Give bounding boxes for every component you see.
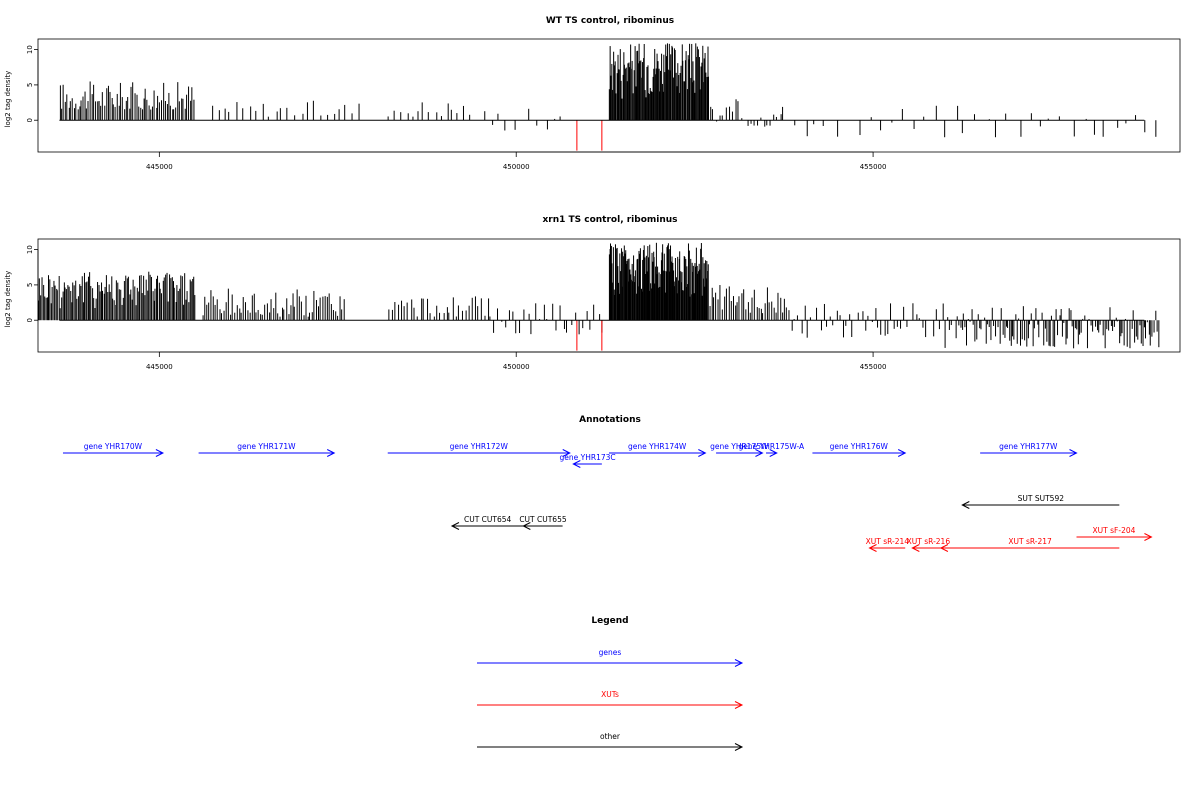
annotation-arrow-arrowhead bbox=[755, 449, 764, 457]
annotation-arrow-arrowhead bbox=[868, 544, 877, 552]
annotation-feature: gene YHR171W bbox=[198, 442, 336, 457]
annotation-arrow-arrowhead bbox=[522, 522, 531, 530]
annotation-label: gene YHR171W bbox=[237, 442, 296, 451]
annotation-label: gene YHR177W bbox=[999, 442, 1058, 451]
legend-panel: Legend genes XUTs other bbox=[477, 616, 744, 751]
annotation-label: CUT CUT655 bbox=[519, 515, 567, 524]
x-tick-label: 455000 bbox=[860, 163, 887, 171]
x-tick-label: 455000 bbox=[860, 363, 887, 371]
y-tick-label: 5 bbox=[26, 83, 34, 87]
annotation-label: SUT SUT592 bbox=[1018, 494, 1065, 503]
y-tick-label: 10 bbox=[26, 245, 34, 254]
annotation-arrow-arrowhead bbox=[155, 449, 165, 457]
wt-track-panel: WT TS control, ribominus 0 5 10 log2 tag d… bbox=[4, 16, 1181, 171]
legend-label: XUTs bbox=[601, 690, 619, 699]
wt-track-title: WT TS control, ribominus bbox=[546, 16, 674, 26]
annotation-feature: gene YHR175W-A bbox=[739, 442, 806, 457]
annotation-label: XUT sR-214 bbox=[866, 537, 910, 546]
annotation-feature: CUT CUT655 bbox=[519, 515, 567, 530]
annotation-label: gene YHR173C bbox=[560, 453, 616, 462]
x-tick-label: 450000 bbox=[503, 363, 530, 371]
annotation-label: gene YHR170W bbox=[84, 442, 143, 451]
annotation-feature: gene YHR177W bbox=[980, 442, 1078, 457]
annotations-title: Annotations bbox=[579, 415, 641, 425]
annotation-label: gene YHR172W bbox=[450, 442, 509, 451]
annotation-feature: gene YHR170W bbox=[62, 442, 165, 457]
annotation-arrow-arrowhead bbox=[961, 501, 970, 509]
legend-arrow-arrowhead bbox=[734, 701, 744, 709]
annotation-feature: XUT sF-204 bbox=[1076, 526, 1153, 541]
annotation-feature: XUT sR-216 bbox=[907, 537, 951, 552]
wt-y-axis-label: log2 tag density bbox=[4, 71, 12, 128]
annotation-feature: XUT sR-214 bbox=[866, 537, 910, 552]
annotation-label: CUT CUT654 bbox=[464, 515, 512, 524]
legend-items: genes XUTs other bbox=[477, 648, 744, 751]
annotation-label: XUT sR-216 bbox=[907, 537, 951, 546]
annotation-feature: SUT SUT592 bbox=[961, 494, 1120, 509]
annotation-arrow-arrowhead bbox=[450, 522, 460, 530]
annotation-feature: XUT sR-217 bbox=[939, 537, 1120, 552]
annotation-features: gene YHR170W gene YHR171W gene YHR172W gene… bbox=[62, 442, 1153, 552]
annotation-arrow-arrowhead bbox=[326, 449, 336, 457]
legend-arrow-arrowhead bbox=[734, 659, 744, 667]
x-tick-label: 450000 bbox=[503, 163, 530, 171]
xrn1-track-panel: xrn1 TS control, ribominus 0 5 10 log2 tag… bbox=[4, 215, 1181, 371]
annotation-label: gene YHR175W bbox=[710, 442, 769, 451]
wt-bars bbox=[59, 43, 1157, 138]
xrn1-x-axis: 445000 450000 455000 bbox=[146, 351, 887, 371]
annotation-label: XUT sR-217 bbox=[1008, 537, 1052, 546]
annotation-feature: gene YHR172W bbox=[387, 442, 571, 457]
xrn1-track-title: xrn1 TS control, ribominus bbox=[542, 215, 677, 225]
wt-y-axis: 0 5 10 bbox=[26, 45, 39, 122]
annotation-label: XUT sF-204 bbox=[1093, 526, 1136, 535]
legend-arrow-arrowhead bbox=[734, 743, 744, 751]
annotations-panel: Annotations gene YHR170W gene YHR171W gene… bbox=[62, 415, 1153, 552]
annotation-feature: gene YHR175W bbox=[710, 442, 769, 457]
xrn1-red-bars bbox=[576, 320, 603, 351]
annotation-arrow-arrowhead bbox=[698, 449, 707, 457]
x-tick-label: 445000 bbox=[146, 363, 173, 371]
annotation-arrow-arrowhead bbox=[769, 449, 778, 457]
annotation-arrow-arrowhead bbox=[911, 544, 920, 552]
xrn1-bars bbox=[38, 242, 1160, 349]
annotation-feature: gene YHR176W bbox=[812, 442, 907, 457]
annotation-arrow-arrowhead bbox=[897, 449, 907, 457]
xrn1-y-axis: 0 5 10 bbox=[26, 245, 39, 322]
wt-x-axis: 445000 450000 455000 bbox=[146, 151, 887, 171]
annotation-arrow-arrowhead bbox=[562, 449, 571, 457]
annotation-feature: gene YHR173C bbox=[560, 453, 616, 468]
y-tick-label: 0 bbox=[26, 318, 34, 322]
x-tick-label: 445000 bbox=[146, 163, 173, 171]
legend-item-other: other bbox=[477, 732, 744, 751]
annotation-arrow-arrowhead bbox=[572, 460, 581, 468]
annotation-feature: gene YHR174W bbox=[609, 442, 707, 457]
legend-title: Legend bbox=[591, 616, 628, 626]
legend-label: other bbox=[600, 732, 621, 741]
y-tick-label: 0 bbox=[26, 118, 34, 122]
annotation-arrow-arrowhead bbox=[939, 544, 949, 552]
annotation-feature: CUT CUT654 bbox=[450, 515, 524, 530]
legend-item-gene: genes bbox=[477, 648, 744, 667]
legend-label: genes bbox=[599, 648, 622, 657]
legend-item-xut: XUTs bbox=[477, 690, 744, 709]
y-tick-label: 5 bbox=[26, 283, 34, 287]
annotation-arrow-arrowhead bbox=[1069, 449, 1078, 457]
annotation-label: gene YHR174W bbox=[628, 442, 687, 451]
annotation-label: gene YHR175W-A bbox=[739, 442, 806, 451]
y-tick-label: 10 bbox=[26, 45, 34, 54]
annotation-arrow-arrowhead bbox=[1144, 533, 1153, 541]
wt-red-bars bbox=[576, 120, 603, 151]
xrn1-y-axis-label: log2 tag density bbox=[4, 271, 12, 328]
annotation-label: gene YHR176W bbox=[830, 442, 889, 451]
